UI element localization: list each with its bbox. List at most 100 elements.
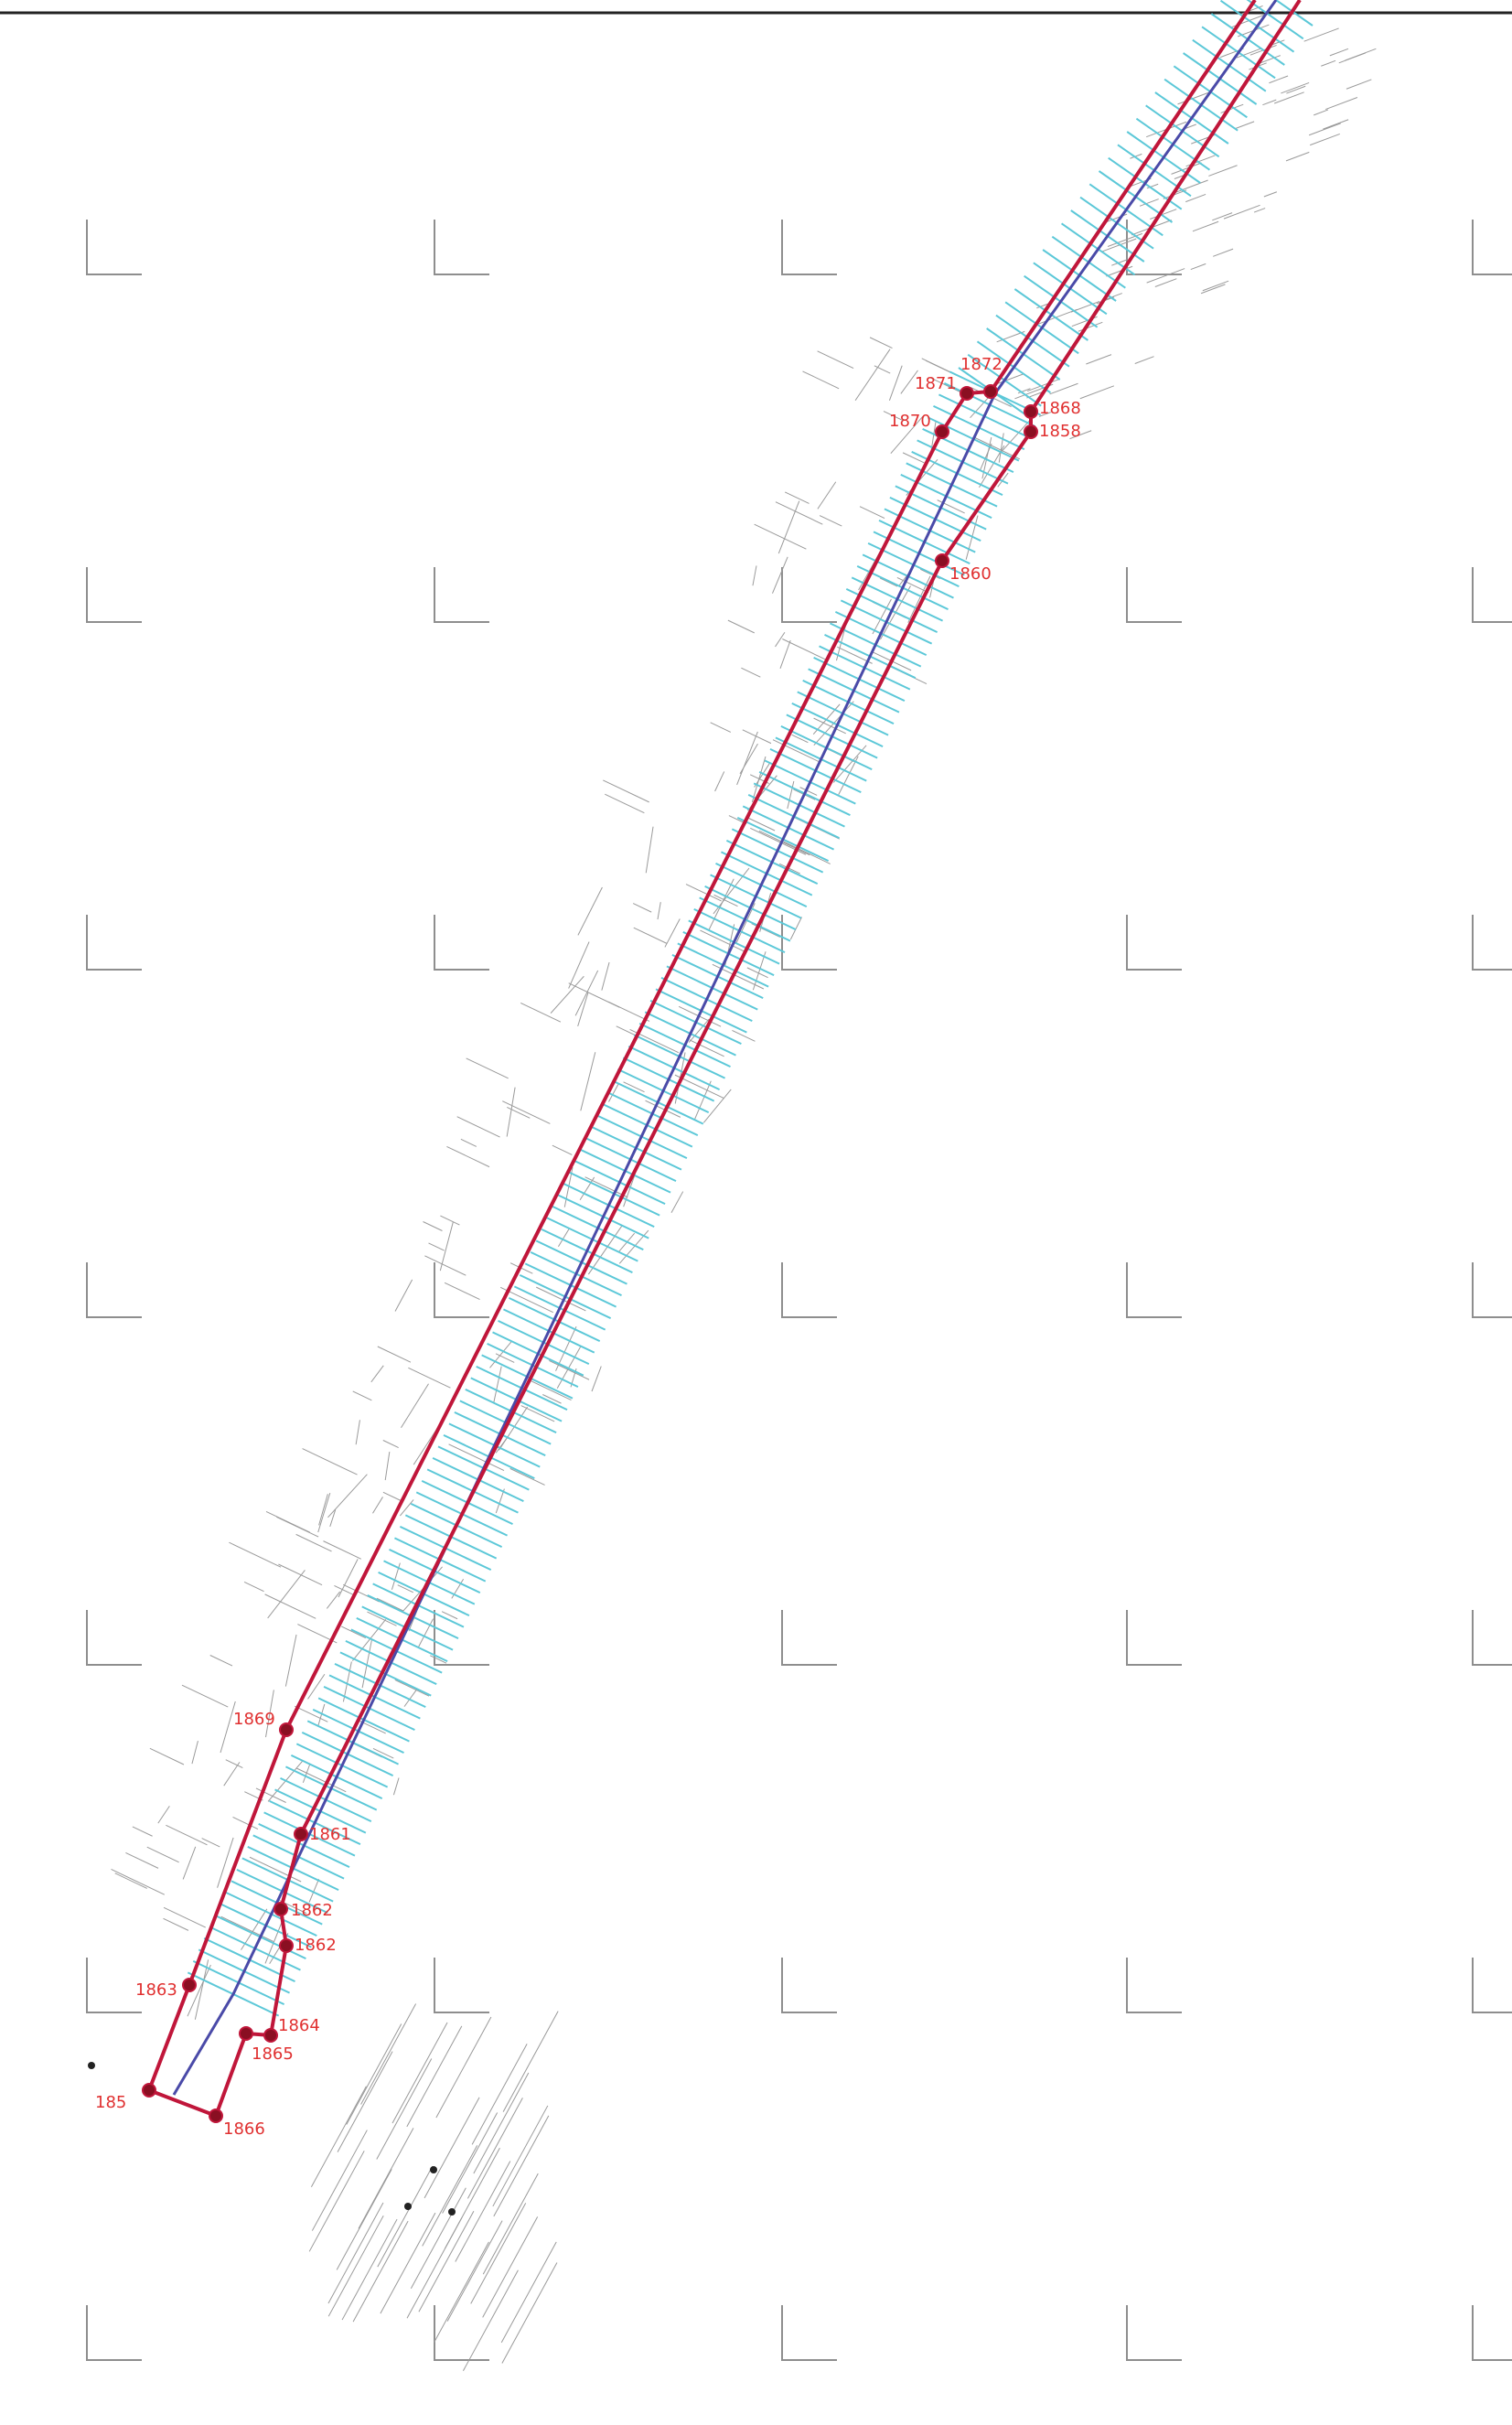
vertex-labels: 1872 1871 1870 1868 1858 1860 1869 1861 …	[95, 355, 1081, 2139]
grid-corner-mark	[1472, 915, 1512, 971]
parcel-line	[308, 1879, 320, 1903]
grid-corner-mark	[86, 567, 142, 623]
grid-corner-mark	[434, 220, 489, 275]
parcel-line	[440, 1215, 460, 1226]
parcel-line	[1308, 123, 1341, 136]
parcel-line	[352, 1619, 387, 1661]
parcel-line	[506, 1087, 516, 1137]
parcel-line	[1286, 85, 1306, 94]
grid-corner-mark	[1126, 915, 1182, 971]
parcel-line	[789, 917, 802, 940]
parcel-line	[900, 370, 918, 394]
right-boundary-line	[214, 0, 1302, 2117]
parcel-line	[377, 1346, 412, 1363]
vertex-label: 1869	[233, 1710, 275, 1729]
parcel-line	[502, 1100, 551, 1124]
vertex-label: 1871	[915, 374, 957, 393]
road-hatch-line	[380, 2212, 436, 2314]
parcel-line	[689, 1039, 724, 1057]
parcel-line	[495, 1488, 505, 1514]
parcel-line	[367, 1611, 397, 1626]
grid-corner-mark	[1126, 1610, 1182, 1666]
boundary-vertex	[983, 384, 998, 399]
parcel-line	[334, 1585, 355, 1596]
parcel-line	[973, 436, 1021, 460]
road-hatch-line	[482, 2216, 539, 2318]
boundary-vertices	[142, 384, 1038, 2123]
parcel-line	[645, 826, 654, 874]
parcel-line	[1321, 59, 1336, 67]
parcel-line	[264, 1593, 316, 1619]
boundary-vertex	[209, 2108, 223, 2123]
road-hatch-line	[471, 2044, 528, 2145]
parcel-line	[782, 638, 828, 661]
parcel-line	[708, 878, 735, 931]
parcel-line	[623, 1081, 645, 1093]
boundary-vertex	[294, 1827, 308, 1841]
parcel-line	[384, 1452, 391, 1481]
survey-point	[448, 2208, 456, 2216]
parcel-line	[460, 1138, 477, 1147]
road-hatch-line	[470, 2203, 527, 2304]
station-ticks	[187, 0, 1314, 2017]
grid-corner-mark	[781, 2305, 837, 2361]
boundary-vertex	[1024, 404, 1038, 419]
parcel-line	[735, 903, 756, 944]
parcel-line	[225, 1759, 243, 1769]
vertex-label: 1868	[1039, 399, 1081, 418]
parcel-line	[1130, 153, 1142, 159]
parcel-line	[295, 1533, 332, 1552]
road-hatch-line	[466, 2098, 523, 2199]
parcel-line	[1150, 209, 1177, 220]
road-hatch-line	[337, 2051, 393, 2152]
parcel-line	[727, 619, 755, 634]
parcel-line	[1134, 356, 1154, 364]
parcel-line	[217, 1837, 234, 1888]
parcel-line	[327, 1474, 368, 1518]
parcel-line	[1324, 97, 1358, 111]
parcel-line	[558, 1227, 571, 1248]
parcel-line	[874, 365, 891, 374]
parcel-line	[710, 722, 732, 733]
parcel-line	[577, 886, 603, 936]
grid-corner-mark	[1472, 1262, 1512, 1318]
parcel-line	[220, 1915, 274, 1942]
parcel-line	[535, 1286, 586, 1312]
parcel-line	[791, 734, 809, 744]
road-hatch-line	[492, 2105, 549, 2207]
parcel-line	[1329, 48, 1349, 57]
parcel-line	[302, 1448, 358, 1475]
grid-corner-mark	[1472, 1958, 1512, 2013]
parcel-line	[713, 894, 738, 907]
road-hatch-line	[308, 2151, 365, 2252]
parcel-line	[1069, 430, 1092, 440]
road-hatch-line	[327, 2202, 384, 2304]
road-hatch-line	[502, 2011, 559, 2112]
parcel-line	[813, 717, 846, 735]
parcel-line	[608, 1083, 619, 1102]
parcel-line	[509, 1467, 545, 1486]
parcel-line	[1234, 121, 1255, 130]
parcel-line	[579, 1176, 595, 1200]
parcel-line	[754, 763, 770, 788]
parcel-line	[550, 975, 584, 1014]
grid-corner-mark	[1472, 567, 1512, 623]
parcel-line	[255, 1787, 286, 1803]
parcel-line	[1213, 248, 1234, 257]
grid-corner-mark	[1126, 1958, 1182, 2013]
parcel-line	[754, 523, 807, 550]
road-hatch-line	[360, 2003, 417, 2105]
parcel-line	[489, 1341, 512, 1368]
road-hatch-line	[473, 2072, 530, 2174]
corridor-centerline	[172, 0, 1278, 2096]
parcel-line	[417, 1618, 434, 1648]
boundary-vertex	[142, 2083, 156, 2098]
vertex-label: 1858	[1039, 422, 1081, 441]
vertex-label: 1862	[291, 1901, 333, 1920]
parcel-line	[441, 1611, 458, 1620]
parcel-line	[1323, 119, 1349, 130]
parcel-line	[430, 1655, 447, 1664]
parcel-line	[784, 491, 810, 504]
parcel-line	[1263, 191, 1278, 198]
parcel-line	[568, 941, 590, 989]
